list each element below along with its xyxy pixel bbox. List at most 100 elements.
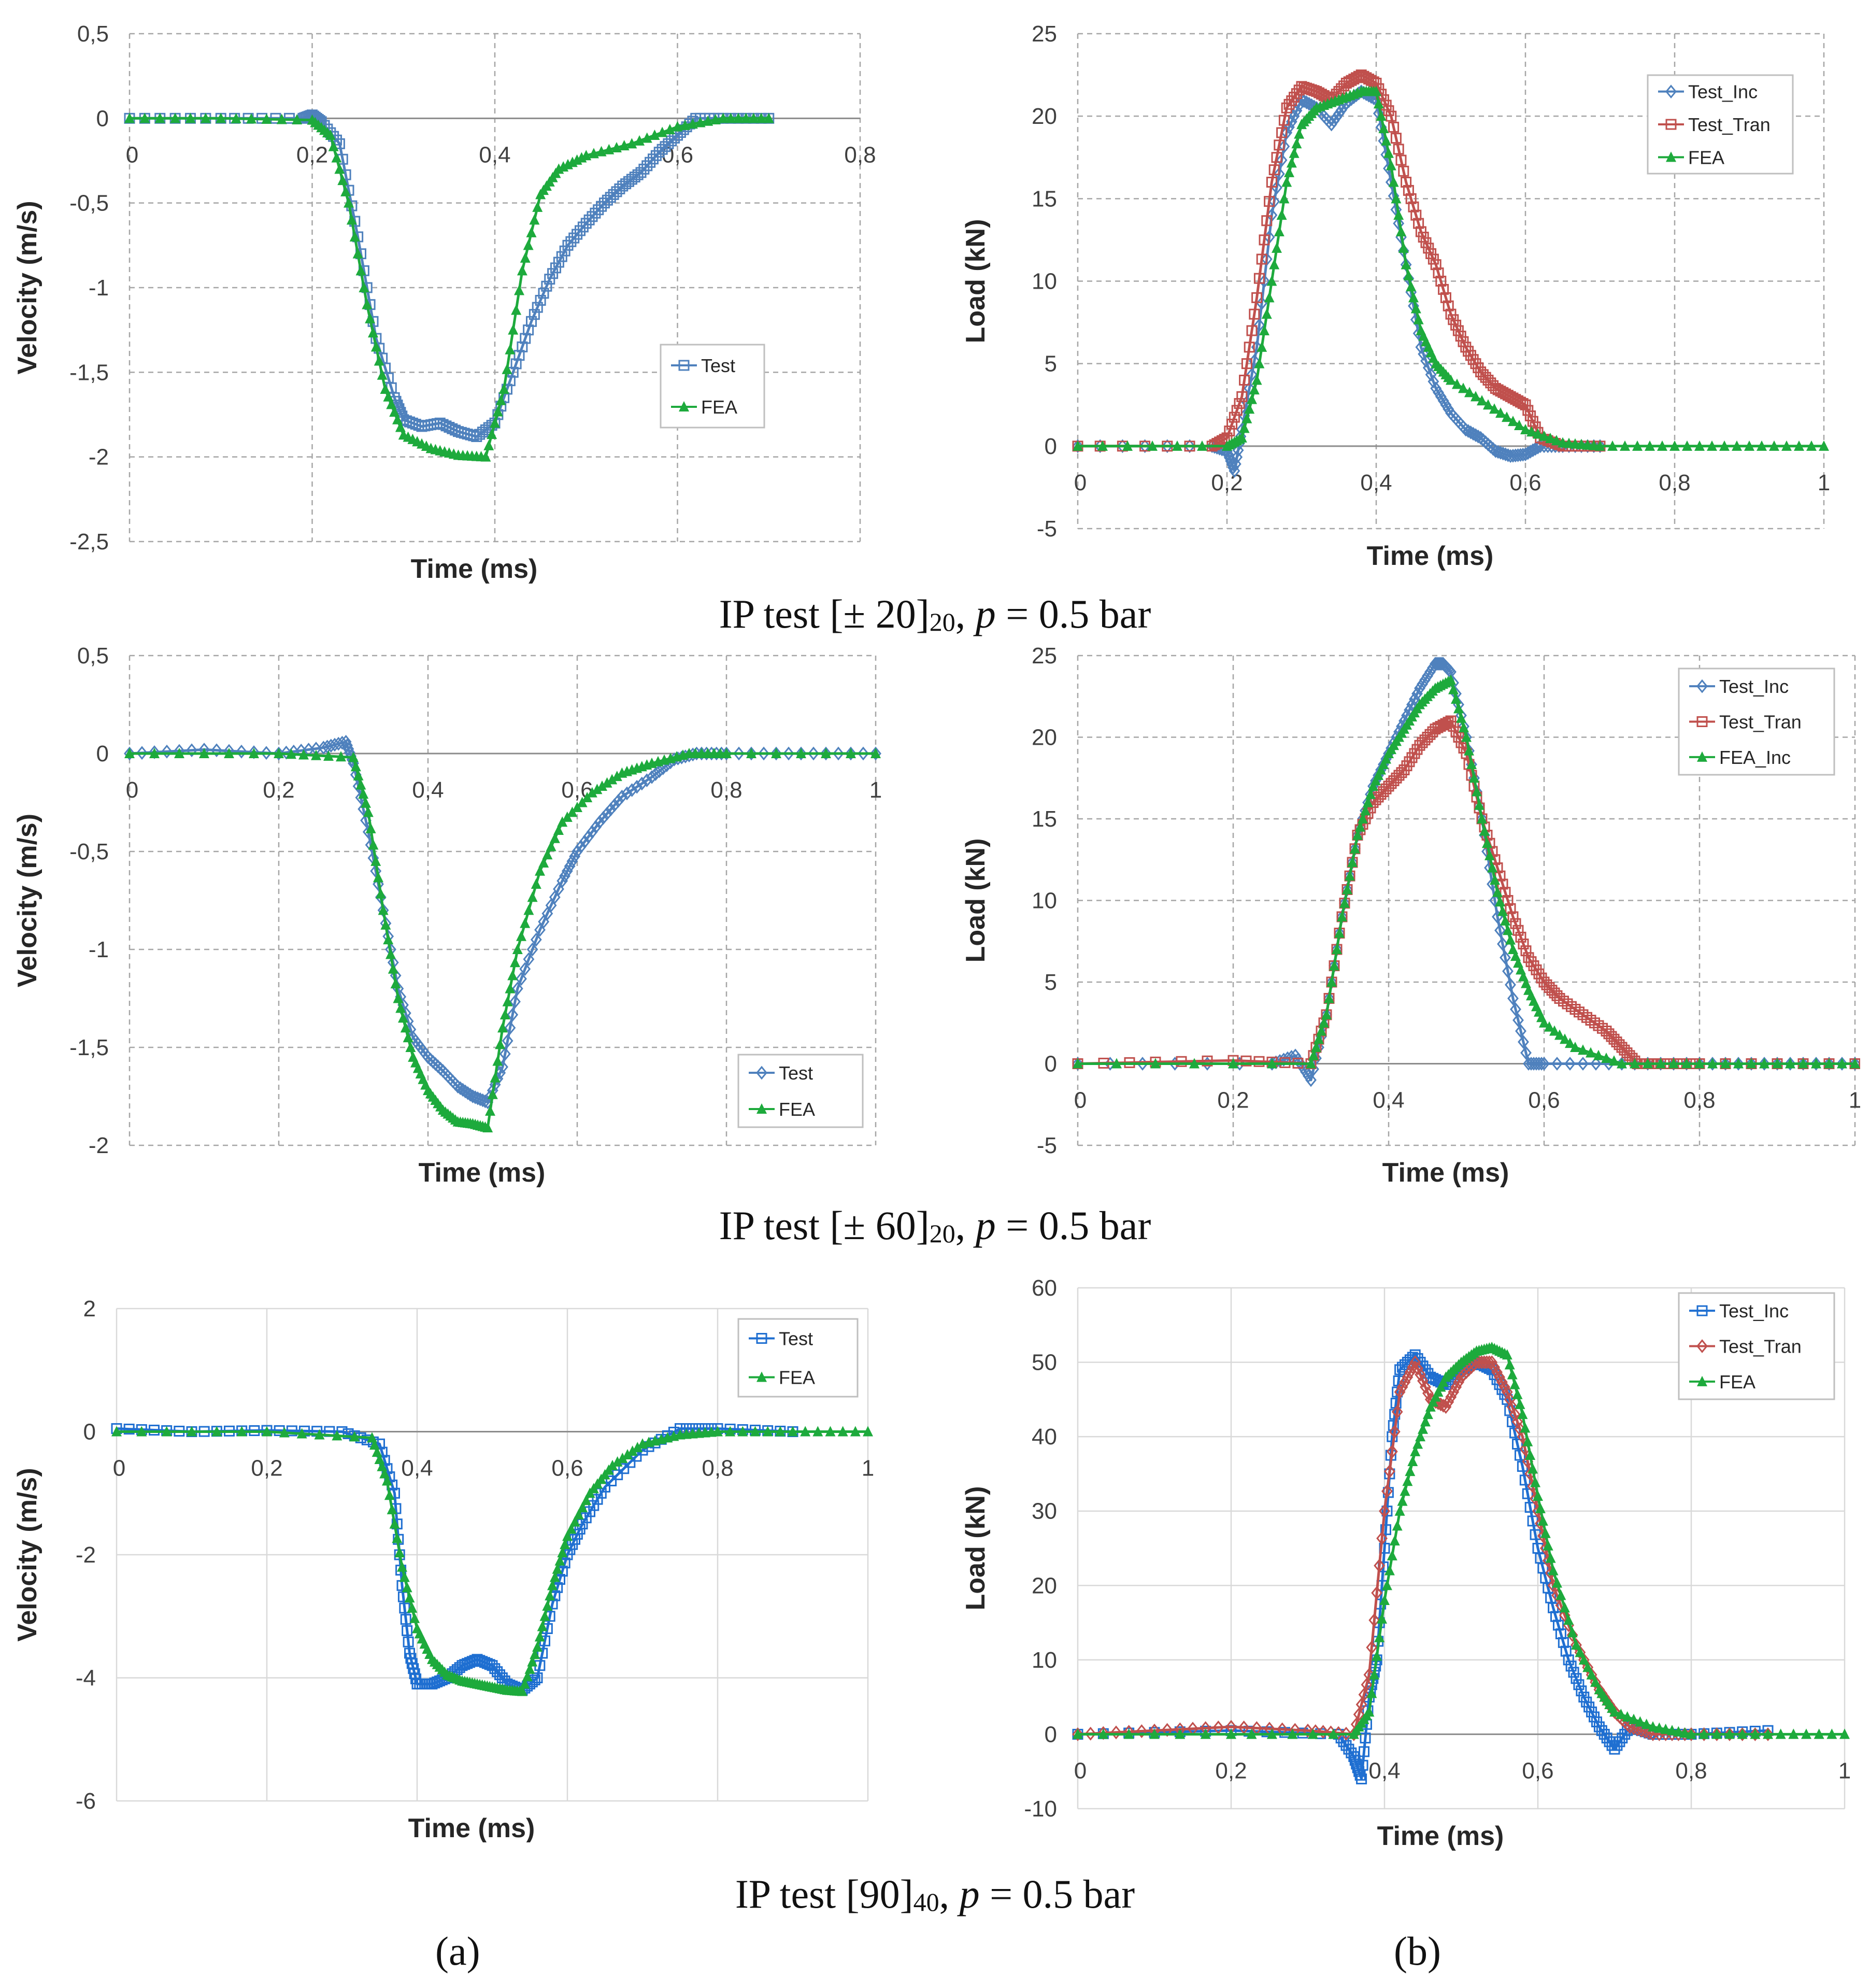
data-point (1498, 1380, 1510, 1394)
data-point (1305, 1073, 1317, 1087)
data-point (1381, 753, 1391, 764)
data-point (395, 421, 406, 432)
y-tick-label: 25 (1032, 21, 1057, 47)
data-point (1502, 1349, 1512, 1360)
data-point (577, 1501, 588, 1512)
data-point (1456, 712, 1466, 723)
data-point (1679, 1727, 1690, 1738)
data-point (1681, 1058, 1692, 1069)
data-point (296, 1428, 307, 1439)
y-tick-label: -2 (89, 1133, 109, 1158)
data-point (1229, 464, 1240, 478)
data-point (1358, 1687, 1370, 1702)
data-point (593, 204, 604, 216)
data-point (1317, 1725, 1329, 1739)
data-point (1707, 440, 1717, 451)
data-point (636, 776, 648, 791)
data-point (409, 1612, 420, 1623)
x-tick-label: 0,4 (412, 777, 444, 803)
data-point (1428, 374, 1439, 389)
data-point (355, 265, 366, 276)
data-point (1073, 440, 1083, 451)
data-point (1423, 243, 1434, 254)
data-point (392, 1532, 403, 1543)
y-tick-label: 10 (1032, 269, 1057, 294)
data-point (1226, 418, 1238, 430)
data-point (650, 767, 662, 782)
data-point (1284, 166, 1294, 177)
data-point (808, 746, 819, 761)
data-point (1422, 1386, 1434, 1400)
legend-label: FEA (1688, 147, 1724, 168)
data-point (403, 1636, 414, 1648)
data-point (1446, 674, 1456, 685)
data-point (1378, 759, 1389, 769)
data-point (1353, 1707, 1365, 1722)
data-point (635, 167, 647, 178)
data-point (1244, 342, 1255, 353)
legend-label: FEA (779, 1367, 815, 1388)
data-point (1467, 427, 1479, 441)
data-point (725, 1426, 736, 1437)
data-point (392, 414, 403, 424)
data-point (1724, 1727, 1735, 1741)
x-tick-label: 1 (1838, 1758, 1851, 1783)
data-point (402, 1625, 413, 1636)
data-point (564, 859, 576, 873)
data-point (1274, 139, 1285, 151)
data-point (1279, 193, 1290, 204)
data-point (1469, 772, 1479, 783)
data-point (1515, 931, 1526, 943)
data-point (1617, 1058, 1627, 1069)
data-point (1478, 1355, 1490, 1369)
data-point (641, 160, 653, 172)
data-point (498, 384, 509, 394)
data-point (649, 130, 660, 140)
data-point (200, 112, 211, 123)
data-point (185, 112, 196, 123)
data-point (124, 746, 135, 761)
y-tick-label: -5 (1037, 1133, 1057, 1158)
data-point (795, 746, 807, 761)
data-point (1518, 1035, 1529, 1049)
data-point (580, 218, 592, 229)
data-point (602, 194, 613, 206)
data-point (568, 232, 580, 244)
data-point (1267, 1058, 1277, 1069)
data-point (612, 793, 624, 808)
data-point (596, 201, 607, 212)
data-point (460, 1084, 471, 1099)
data-point (594, 815, 606, 829)
data-point (581, 1495, 592, 1506)
data-point (1353, 1766, 1365, 1777)
data-point (1453, 1375, 1465, 1389)
data-point (1393, 216, 1405, 231)
data-point (490, 417, 500, 428)
data-point (1246, 1728, 1257, 1739)
data-point (825, 1426, 836, 1437)
data-point (231, 112, 241, 123)
data-point (577, 221, 589, 233)
data-point (1510, 1002, 1521, 1016)
data-point (1231, 450, 1243, 464)
data-point (748, 112, 759, 123)
data-point (821, 748, 831, 758)
data-point (746, 746, 757, 761)
data-point (1528, 1463, 1538, 1474)
data-point (1405, 193, 1417, 204)
data-point (1471, 391, 1481, 402)
data-point (1259, 234, 1270, 246)
data-point (1495, 896, 1505, 907)
data-point (1331, 110, 1343, 124)
data-point (1189, 1058, 1200, 1069)
y-tick-label: -2 (76, 1542, 96, 1568)
data-point (1502, 895, 1514, 906)
data-point (1694, 1058, 1705, 1069)
data-point (1360, 1733, 1371, 1744)
data-point (1481, 1355, 1493, 1369)
data-point (1575, 1646, 1586, 1657)
data-point (1545, 1552, 1556, 1563)
data-point (1400, 1485, 1410, 1496)
data-point (1455, 331, 1466, 342)
data-point (1391, 193, 1402, 204)
